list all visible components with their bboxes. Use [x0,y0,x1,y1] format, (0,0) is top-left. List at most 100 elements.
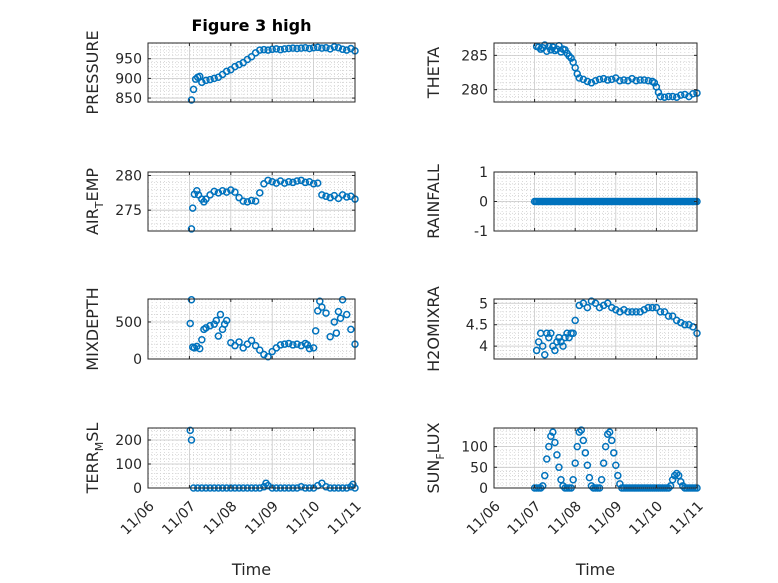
axes-box [493,427,698,489]
data-point [555,463,563,472]
data-point [597,475,606,484]
y-tick-label: 275 [115,203,142,219]
data-point [591,299,600,308]
data-point [330,43,339,51]
data-point [620,76,628,84]
x-tick-label: 11/07 [159,498,199,538]
data-point [585,473,594,482]
data-point [305,44,314,53]
data-point [668,312,677,320]
data-point [322,43,330,52]
y-axis-label-main: AIR [83,208,102,235]
data-point [212,316,221,325]
data-point [599,74,608,83]
axes-box [147,42,356,103]
data-point [541,41,549,49]
data-point [318,191,326,199]
data-point [581,449,590,457]
data-point [285,44,293,53]
data-point [616,76,624,85]
data-point [276,341,285,349]
data-point [545,442,553,451]
data-point [193,186,201,195]
data-point [575,428,584,436]
data-point [636,76,644,84]
data-point [256,189,264,197]
data-point [222,67,231,76]
data-point [264,353,272,361]
y-tick-label: 900 [115,71,142,87]
data-point [541,471,549,480]
data-point [541,350,549,359]
y-axis-label: TERRMSL [83,423,106,495]
y-tick-label: 4 [479,339,488,355]
data-point [330,318,339,326]
data-point [326,45,334,53]
data-point [326,333,334,341]
y-tick-label: 280 [115,168,142,184]
data-point [587,79,596,87]
data-point [289,44,297,52]
data-point [644,303,653,312]
data-point [681,90,689,99]
data-point [660,93,669,101]
data-point [670,471,679,480]
y-axis-label-subscript: F [434,453,447,459]
axes-box [147,171,356,232]
data-point [251,341,260,350]
data-point [247,196,256,205]
data-point [664,92,673,101]
y-tick-label: 5 [479,296,488,312]
x-tick-label: 11/09 [242,498,282,538]
data-point [322,483,330,491]
data-point [280,179,289,187]
data-point [301,178,310,187]
y-axis-label: H2OMIXRA [424,286,443,372]
data-point [571,459,579,467]
data-point [689,323,697,331]
data-point [595,75,604,84]
data-point [575,74,584,82]
data-point [189,85,198,94]
data-point [336,314,345,323]
data-point [293,177,301,185]
data-point [188,204,197,212]
data-point [318,44,326,52]
y-axis-label-rest: EMP [83,168,102,202]
x-tick-label: 11/06 [118,498,158,538]
data-point [567,54,575,62]
data-point [632,308,640,316]
data-point [196,344,204,353]
data-point [612,461,620,469]
data-point [672,93,681,101]
y-tick-label: 850 [115,91,142,107]
y-tick-label: 50 [470,460,488,476]
data-point [202,195,210,203]
data-point [311,327,320,335]
data-point [342,310,351,319]
data-point [202,76,210,85]
data-point [231,62,239,71]
data-point [243,198,252,206]
data-point [603,76,612,84]
y-axis-label: PRESSURE [83,30,102,114]
data-point [198,78,206,87]
chart-title: Figure 3 high [192,16,312,35]
y-axis-label-main: RAINFALL [424,164,443,239]
data-point [610,449,618,457]
data-point [247,336,256,345]
axes-box [147,298,356,360]
x-tick-label: 11/11 [667,498,707,538]
data-point [222,316,231,325]
data-point [648,303,657,312]
y-axis-label-main: TERR [83,451,102,494]
plot-area [494,43,697,102]
data-point [668,475,677,484]
data-point [607,436,616,445]
data-point [551,438,559,447]
data-point [280,340,289,348]
data-point [268,45,276,54]
data-point [677,91,685,99]
data-point [579,299,588,308]
data-point [318,479,326,487]
